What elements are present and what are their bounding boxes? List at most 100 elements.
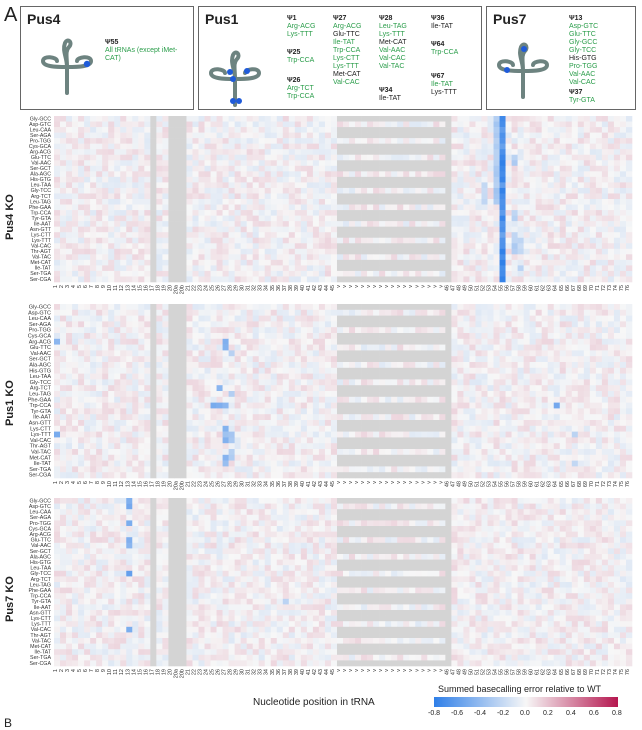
heatmap-cell [108,160,115,167]
heatmap-cell [409,396,416,403]
heatmap-cell [264,344,272,351]
heatmap-cell [517,338,524,345]
heatmap-cell [126,373,133,380]
heatmap-cell [222,243,229,250]
heatmap-cell [114,187,121,194]
heatmap-cell [120,373,127,380]
heatmap-cell [349,176,356,183]
heatmap-cell [589,210,597,216]
heatmap-cell [276,248,284,255]
heatmap-cell [601,344,609,351]
heatmap-cell [288,143,296,150]
heatmap-cell [559,385,567,392]
heatmap-cell [607,309,615,316]
heatmap-cell [373,210,380,216]
heatmap-cell [397,248,404,255]
pus7-site-dot [521,46,527,52]
heatmap-cell [571,367,579,374]
heatmap-cell [192,379,199,386]
heatmap-cell [102,327,109,334]
heatmap-cell [427,391,434,398]
heatmap-cell [379,367,386,374]
heatmap-cell [108,414,115,421]
heatmap-cell [228,356,235,363]
heatmap-cell [535,396,542,403]
heatmap-cell [619,132,627,139]
heatmap-cell [216,327,223,334]
heatmap-cell [210,356,217,363]
heatmap-cell [192,265,199,272]
heatmap-cell [270,408,278,415]
heatmap-cell [156,237,163,244]
heatmap-cell [204,226,211,233]
heatmap-cell [427,116,434,122]
heatmap-cell [511,362,518,369]
heatmap-cell [120,226,127,233]
heatmap-cell [330,259,338,266]
heatmap-cell [54,160,61,167]
heatmap-cell [306,127,314,133]
heatmap-cell [264,160,272,167]
heatmap-cell [72,315,79,322]
heatmap-cell [78,309,85,316]
heatmap-cell [523,259,530,266]
heatmap-cell [349,265,356,272]
heatmap-cell [457,321,464,328]
heatmap-cell [505,215,512,222]
heatmap-cell [246,321,253,328]
heatmap-cell [499,199,506,205]
heatmap-cell [126,187,133,194]
heatmap-cell [433,356,440,363]
heatmap-cell [192,276,199,283]
heatmap-cell [132,402,139,409]
heatmap-cell [96,276,103,283]
heatmap-cell [60,333,67,340]
heatmap-cell [601,248,609,255]
heatmap-cell [487,204,494,211]
row-label: Val-AAC [30,351,51,357]
heatmap-cell [607,350,615,357]
heatmap-cell [499,232,506,239]
heatmap-cell [192,143,199,150]
heatmap-cell [457,193,464,200]
heatmap-cell [427,199,434,205]
heatmap-cell [162,204,169,211]
heatmap-cell [493,309,500,316]
heatmap-cell [583,243,591,250]
heatmap-cell [174,315,181,322]
heatmap-cell [589,193,597,200]
heatmap-cell [607,391,615,398]
heatmap-cell [252,344,260,351]
heatmap-cell [493,338,500,345]
heatmap-cell [583,338,591,345]
heatmap-cell [288,171,296,178]
heatmap-cell [499,171,506,178]
heatmap-cell [336,132,344,139]
heatmap-cell [511,232,518,239]
heatmap-cell [565,193,573,200]
heatmap-cell [463,204,470,211]
heatmap-cell [571,193,579,200]
heatmap-cell [264,309,272,316]
heatmap-cell [288,373,296,380]
heatmap-cell [282,265,290,272]
heatmap-cell [445,171,452,178]
heatmap-cell [198,270,205,277]
heatmap-cell [78,414,85,421]
heatmap-cell [216,385,223,392]
heatmap-cell [180,160,187,167]
heatmap-cell [415,356,422,363]
heatmap-cell [571,304,579,311]
heatmap-cell [445,304,452,311]
heatmap-cell [330,362,338,369]
heatmap-cell [619,154,627,161]
heatmap-cell [228,333,235,340]
heatmap-cell [186,154,193,161]
heatmap-cell [318,362,326,369]
heatmap-cell [583,193,591,200]
heatmap-cell [373,385,380,392]
heatmap-cell [192,373,199,380]
heatmap-cell [210,391,217,398]
heatmap-cell [385,182,392,189]
heatmap-cell [54,304,61,311]
